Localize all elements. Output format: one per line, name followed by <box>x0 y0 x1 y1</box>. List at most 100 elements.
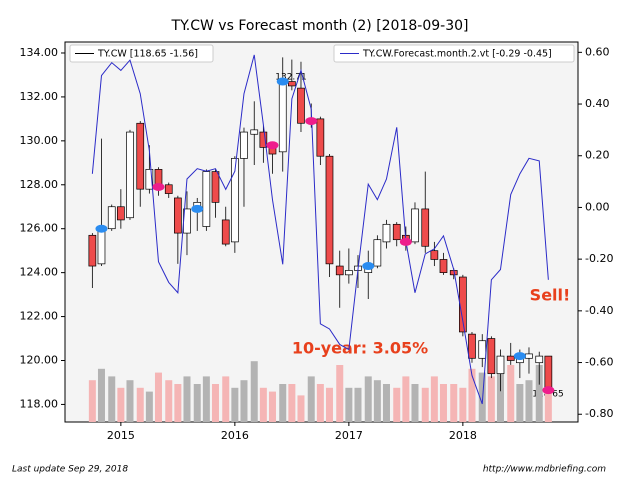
candle-body <box>345 270 353 276</box>
volume-bar <box>154 372 162 422</box>
signal-dot <box>191 204 204 213</box>
legend-box <box>69 44 214 63</box>
y2-tick-label: -0.60 <box>585 356 613 369</box>
volume-bar <box>525 380 533 422</box>
volume-bar <box>165 380 173 422</box>
candle-body <box>316 118 325 157</box>
y-tick-label: 126.00 <box>20 222 59 235</box>
volume-bar <box>268 391 276 422</box>
volume-bar <box>117 387 125 422</box>
sell-annotation: Sell! <box>530 286 571 305</box>
y2-tick-label: 0.00 <box>585 200 610 213</box>
volume-bar <box>393 387 401 422</box>
candle-body <box>221 219 230 245</box>
volume-bar <box>222 376 230 422</box>
chart-title: TY.CW vs Forecast month (2) [2018-09-30] <box>171 18 469 34</box>
volume-bar <box>373 380 381 422</box>
high-label: 132.71 <box>275 73 307 83</box>
y2-tick-label: 0.60 <box>585 45 610 58</box>
signal-dot <box>152 182 165 191</box>
signal-dot <box>266 141 279 150</box>
volume-bar <box>535 365 543 422</box>
volume-bar <box>382 384 390 422</box>
volume-bar <box>288 384 296 422</box>
volume-bar <box>259 387 267 422</box>
volume-bar <box>211 384 219 422</box>
candle-body <box>297 87 305 124</box>
candle-body <box>439 259 448 273</box>
y-tick-label: 128.00 <box>20 178 59 191</box>
x-tick-label: 2017 <box>335 429 363 442</box>
candle-body <box>535 355 544 364</box>
volume-bar <box>345 387 353 422</box>
volume-bar <box>544 387 552 422</box>
signal-dot <box>399 237 412 246</box>
volume-bar <box>250 361 258 422</box>
y2-tick-label: -0.80 <box>585 407 613 420</box>
x-tick-label: 2015 <box>107 429 135 442</box>
forecast-line <box>91 54 549 405</box>
volume-bar <box>279 384 287 422</box>
y2-tick-label: -0.20 <box>585 252 613 265</box>
candle-body <box>202 171 211 227</box>
candle-body <box>278 81 287 153</box>
signal-dot <box>542 386 555 395</box>
volume-bar <box>459 387 467 422</box>
volume-bar <box>439 384 447 422</box>
volume-bar <box>364 376 372 422</box>
candle-body <box>211 171 220 203</box>
y-tick-label: 124.00 <box>20 266 59 279</box>
candle-body <box>136 122 145 190</box>
volume-bar <box>421 387 429 422</box>
candle-body <box>430 250 439 260</box>
volume-bar <box>202 376 210 422</box>
volume-bar <box>411 384 419 422</box>
candle-body <box>373 239 382 267</box>
y-tick-label: 132.00 <box>20 90 59 103</box>
y2-tick-label: -0.40 <box>585 304 613 317</box>
volume-bar <box>108 376 116 422</box>
candle-body <box>117 206 125 221</box>
volume-bar <box>487 376 495 422</box>
volume-bar <box>136 387 144 422</box>
candle-body <box>468 333 476 359</box>
y2-tick-label: 0.20 <box>585 149 610 162</box>
candle-body <box>97 228 106 265</box>
signal-dot <box>362 262 375 271</box>
volume-bar <box>354 387 362 422</box>
y-tick-label: 120.00 <box>20 353 59 366</box>
y-tick-label: 130.00 <box>20 134 59 147</box>
candle-body <box>240 131 248 159</box>
volume-bar <box>183 376 191 422</box>
volume-bar <box>193 384 201 422</box>
signal-dot <box>276 77 289 86</box>
candle-body <box>478 340 487 359</box>
candle-body <box>107 206 116 230</box>
candle-body <box>506 355 515 361</box>
y-tick-label: 118.00 <box>20 397 59 410</box>
candle-body <box>411 208 419 243</box>
candle-body <box>459 276 467 333</box>
candle-body <box>88 234 97 267</box>
volume-bar <box>174 384 182 422</box>
candle-body <box>126 131 134 219</box>
x-tick-label: 2018 <box>449 429 477 442</box>
volume-bar <box>307 376 315 422</box>
y-tick-label: 122.00 <box>20 310 59 323</box>
volume-bar <box>336 365 344 422</box>
y-tick-label: 134.00 <box>20 46 59 59</box>
volume-bar <box>297 395 305 422</box>
volume-bar <box>496 361 504 422</box>
signal-dot <box>305 117 318 126</box>
candle-body <box>544 355 553 391</box>
volume-bar <box>516 384 524 422</box>
x-tick-label: 2016 <box>221 429 249 442</box>
legend-box <box>333 44 575 63</box>
candle-body <box>259 131 268 148</box>
volume-bar <box>468 368 476 422</box>
footer-left: Last update Sep 29, 2018 <box>12 465 128 475</box>
volume-bar <box>231 387 239 422</box>
candle-body <box>174 197 182 234</box>
volume-bar <box>316 384 324 422</box>
